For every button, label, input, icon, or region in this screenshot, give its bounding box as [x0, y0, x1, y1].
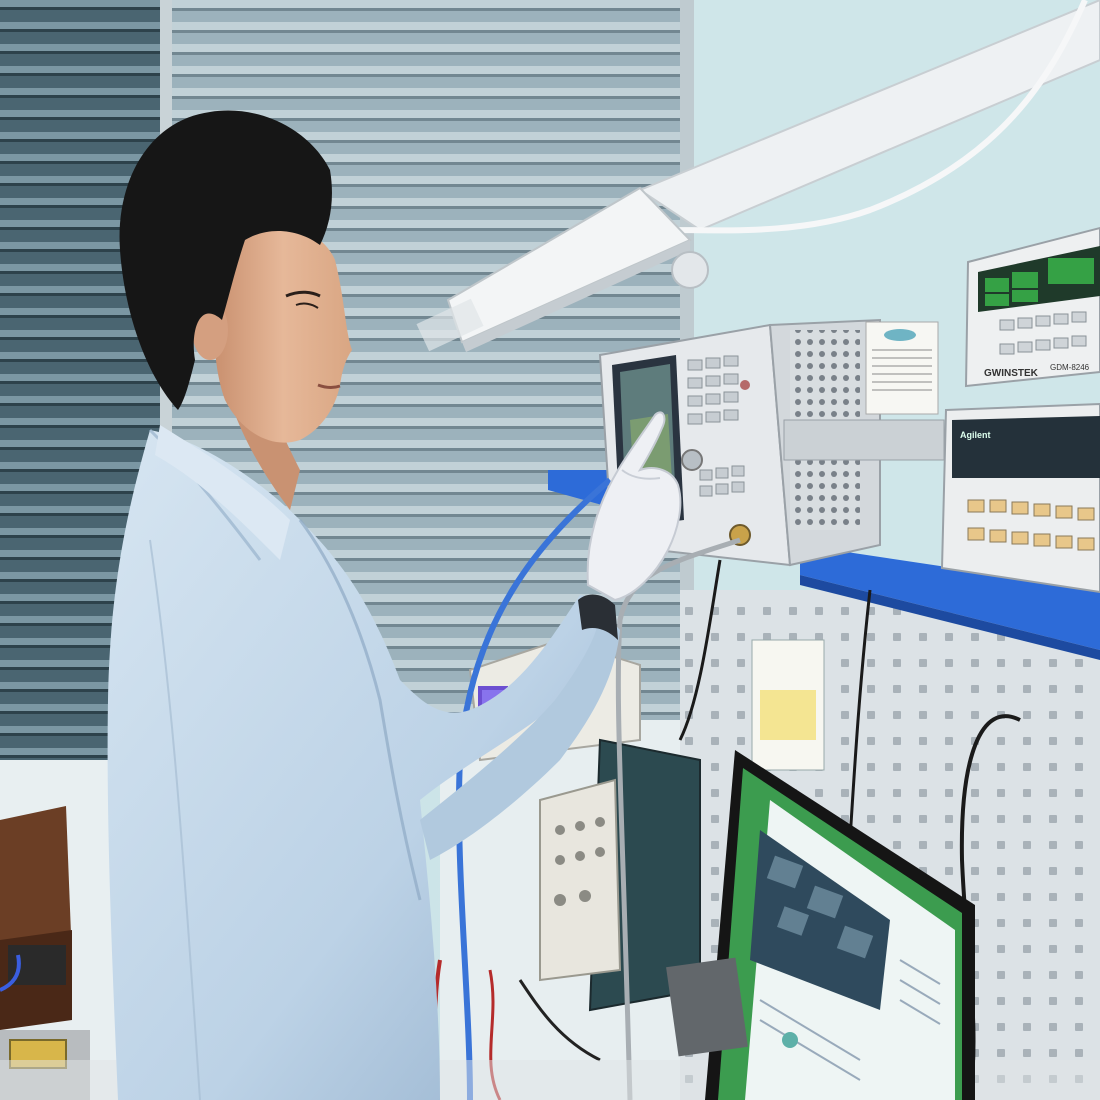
usb-hub: [666, 957, 748, 1057]
lamp-arm: [637, 0, 1100, 232]
technician: [107, 110, 682, 1100]
face: [214, 226, 352, 443]
hair: [119, 110, 332, 411]
wristwatch: [578, 594, 618, 640]
multimeter-icon[interactable]: GWINSTEK GDM-8246: [964, 226, 1100, 388]
lamp-cable: [669, 0, 1088, 234]
glove: [586, 411, 682, 602]
shelf-blue: [800, 545, 1100, 650]
gwinstek-label: GWINSTEK: [984, 368, 1039, 379]
monitor-icon[interactable]: [705, 750, 975, 1100]
equipment-case: [0, 806, 72, 1030]
test-cable: [615, 537, 741, 1100]
agilent-meter-icon[interactable]: Agilent: [940, 402, 1100, 594]
gwinstek-model: GDM-8246: [1050, 363, 1090, 372]
agilent-label: Agilent: [960, 430, 991, 440]
lab-coat: [107, 430, 613, 1100]
